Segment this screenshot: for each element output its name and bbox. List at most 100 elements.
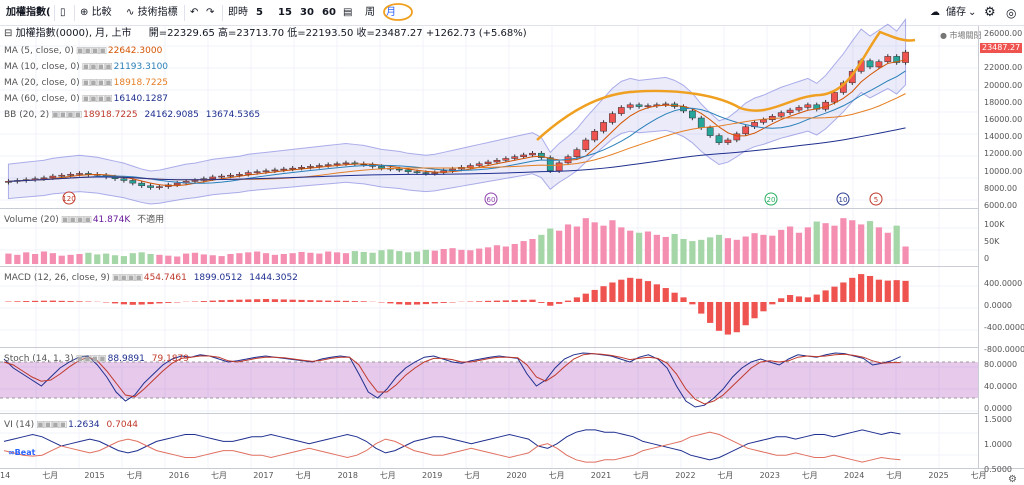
volume-bar bbox=[431, 250, 438, 264]
macd-bar bbox=[49, 300, 56, 302]
stoch-value-1: 88.9891 bbox=[107, 354, 145, 364]
volume-bar bbox=[120, 256, 128, 264]
volume-bar bbox=[218, 256, 225, 264]
market-status-text: 市場關閉 bbox=[949, 31, 982, 40]
volume-bar bbox=[866, 221, 874, 264]
legend-ma5[interactable]: MA (5, close, 0) ▣▣▣▣ 22642.3000 bbox=[4, 45, 162, 57]
price-axis[interactable] bbox=[978, 26, 979, 468]
legend-controls-icon[interactable]: ▣▣▣▣ bbox=[51, 110, 82, 120]
settings-small-icon[interactable]: ⚙ bbox=[1008, 474, 1017, 485]
legend-vi[interactable]: VI (14) ▣▣▣▣ 1.2634 0.7044 bbox=[4, 419, 138, 431]
macd-bar bbox=[680, 297, 687, 302]
macd-bar bbox=[831, 286, 838, 302]
legend-controls-icon[interactable]: ▣▣▣▣ bbox=[111, 273, 143, 283]
x-tick-label: 2018 bbox=[337, 471, 358, 480]
macd-bar bbox=[689, 302, 696, 305]
legend-volume[interactable]: Volume (20) ▣▣▣▣ 41.874K 不適用 bbox=[4, 214, 164, 226]
macd-name: MACD (12, 26, close, 9) bbox=[4, 273, 110, 283]
x-tick-label: 七月 bbox=[633, 471, 649, 480]
vi-minus-line bbox=[3, 431, 901, 463]
volume-bar bbox=[884, 232, 891, 264]
interval-week[interactable]: 周 bbox=[365, 7, 375, 18]
legend-controls-icon[interactable]: ▣▣▣▣ bbox=[81, 78, 113, 88]
volume-bar bbox=[591, 222, 598, 264]
panel-divider[interactable] bbox=[0, 266, 978, 267]
legend-controls-icon[interactable]: ▣▣▣▣ bbox=[75, 354, 107, 364]
volume-bar bbox=[760, 234, 767, 264]
volume-bar bbox=[715, 234, 723, 264]
volume-bar bbox=[31, 254, 39, 264]
interval-60[interactable]: 60 bbox=[322, 7, 336, 18]
volume-bar bbox=[600, 225, 607, 264]
ma5-value: 22642.3000 bbox=[107, 46, 163, 56]
undo-icon[interactable]: ↶ bbox=[190, 7, 199, 18]
collapse-icon[interactable]: ⊟ bbox=[4, 28, 13, 39]
macd-bar bbox=[120, 302, 128, 305]
legend-macd[interactable]: MACD (12, 26, close, 9) ▣▣▣▣ 454.7461 1899… bbox=[4, 272, 298, 284]
volume-bar bbox=[769, 235, 776, 264]
market-status: ● 市場關閉 bbox=[940, 31, 982, 40]
gear-icon[interactable]: ⚙ bbox=[984, 5, 996, 20]
legend-controls-icon[interactable]: ▣▣▣▣ bbox=[36, 420, 67, 430]
candle bbox=[617, 107, 625, 114]
snapshot-icon[interactable]: ◎ bbox=[1006, 6, 1017, 20]
macd-bar bbox=[431, 302, 438, 304]
symbol-search[interactable]: 加權指數( bbox=[6, 7, 51, 18]
interval-15[interactable]: 15 bbox=[278, 7, 292, 18]
legend-ma10[interactable]: MA (10, close, 0) ▣▣▣▣ 21193.3100 bbox=[4, 61, 168, 73]
indicators-button[interactable]: ∿ 技術指標 bbox=[126, 4, 178, 22]
macd-bar bbox=[662, 288, 669, 302]
macd-bar bbox=[538, 302, 545, 303]
legend-stoch[interactable]: Stoch (14, 1, 3) ▣▣▣▣ 88.9891 79.1879 bbox=[4, 353, 189, 365]
interval-30[interactable]: 30 bbox=[300, 7, 314, 18]
macd-bar bbox=[360, 301, 367, 302]
volume-bar bbox=[556, 230, 563, 264]
macd-bar bbox=[209, 300, 216, 302]
compare-button[interactable]: ⊕ 比較 bbox=[80, 4, 112, 22]
candle bbox=[129, 180, 137, 184]
legend-bb[interactable]: BB (20, 2) ▣▣▣▣ 18918.7225 24162.9085 1367… bbox=[4, 109, 260, 121]
interval-5[interactable]: 5 bbox=[256, 7, 263, 18]
interval-realtime[interactable]: 即時 bbox=[228, 7, 248, 18]
legend-controls-icon[interactable]: ▣▣▣▣ bbox=[81, 94, 113, 104]
macd-value-1: 454.7461 bbox=[143, 273, 187, 283]
panel-divider[interactable] bbox=[0, 413, 978, 414]
save-button[interactable]: 儲存 bbox=[946, 7, 966, 18]
legend-ma20[interactable]: MA (20, close, 0) ▣▣▣▣ 18918.7225 bbox=[4, 77, 168, 89]
volume-bar bbox=[422, 249, 430, 264]
stoch-d-line bbox=[3, 353, 901, 405]
legend-ma60[interactable]: MA (60, close, 0) ▣▣▣▣ 16140.1287 bbox=[4, 93, 168, 105]
legend-controls-icon[interactable]: ▣▣▣▣ bbox=[60, 215, 92, 225]
y-tick-label: 26000.00 bbox=[984, 29, 1023, 38]
panel-divider[interactable] bbox=[0, 208, 978, 209]
candle bbox=[244, 172, 252, 175]
x-tick-label: 七月 bbox=[970, 471, 987, 480]
volume-bar bbox=[174, 256, 181, 264]
volume-bar bbox=[94, 254, 101, 264]
period-marker bbox=[836, 192, 850, 206]
volume-bar bbox=[467, 250, 474, 264]
volume-bar bbox=[342, 253, 350, 264]
bar-style-icon[interactable]: ▯ bbox=[60, 7, 66, 18]
ma60-line bbox=[8, 127, 906, 182]
legend-controls-icon[interactable]: ▣▣▣▣ bbox=[75, 46, 107, 56]
y-tick-label: 0.0000 bbox=[984, 404, 1012, 413]
candle bbox=[138, 182, 146, 187]
volume-bar bbox=[254, 251, 261, 264]
macd-bar bbox=[875, 279, 883, 302]
volume-bar bbox=[227, 254, 234, 264]
volume-bar bbox=[520, 241, 527, 264]
candle bbox=[475, 163, 483, 166]
volume-bar bbox=[680, 239, 687, 264]
legend-controls-icon[interactable]: ▣▣▣▣ bbox=[81, 62, 113, 72]
macd-bar bbox=[58, 300, 65, 302]
candle bbox=[236, 174, 243, 176]
volume-bar bbox=[689, 241, 696, 264]
interval-month[interactable]: 月 bbox=[386, 7, 396, 18]
x-tick-label: 七月 bbox=[801, 471, 818, 480]
redo-icon[interactable]: ↷ bbox=[206, 7, 215, 18]
panel-divider[interactable] bbox=[0, 347, 978, 348]
chevron-down-icon[interactable]: ⌄ bbox=[968, 7, 977, 18]
calendar-icon[interactable]: ▤ bbox=[343, 7, 353, 18]
